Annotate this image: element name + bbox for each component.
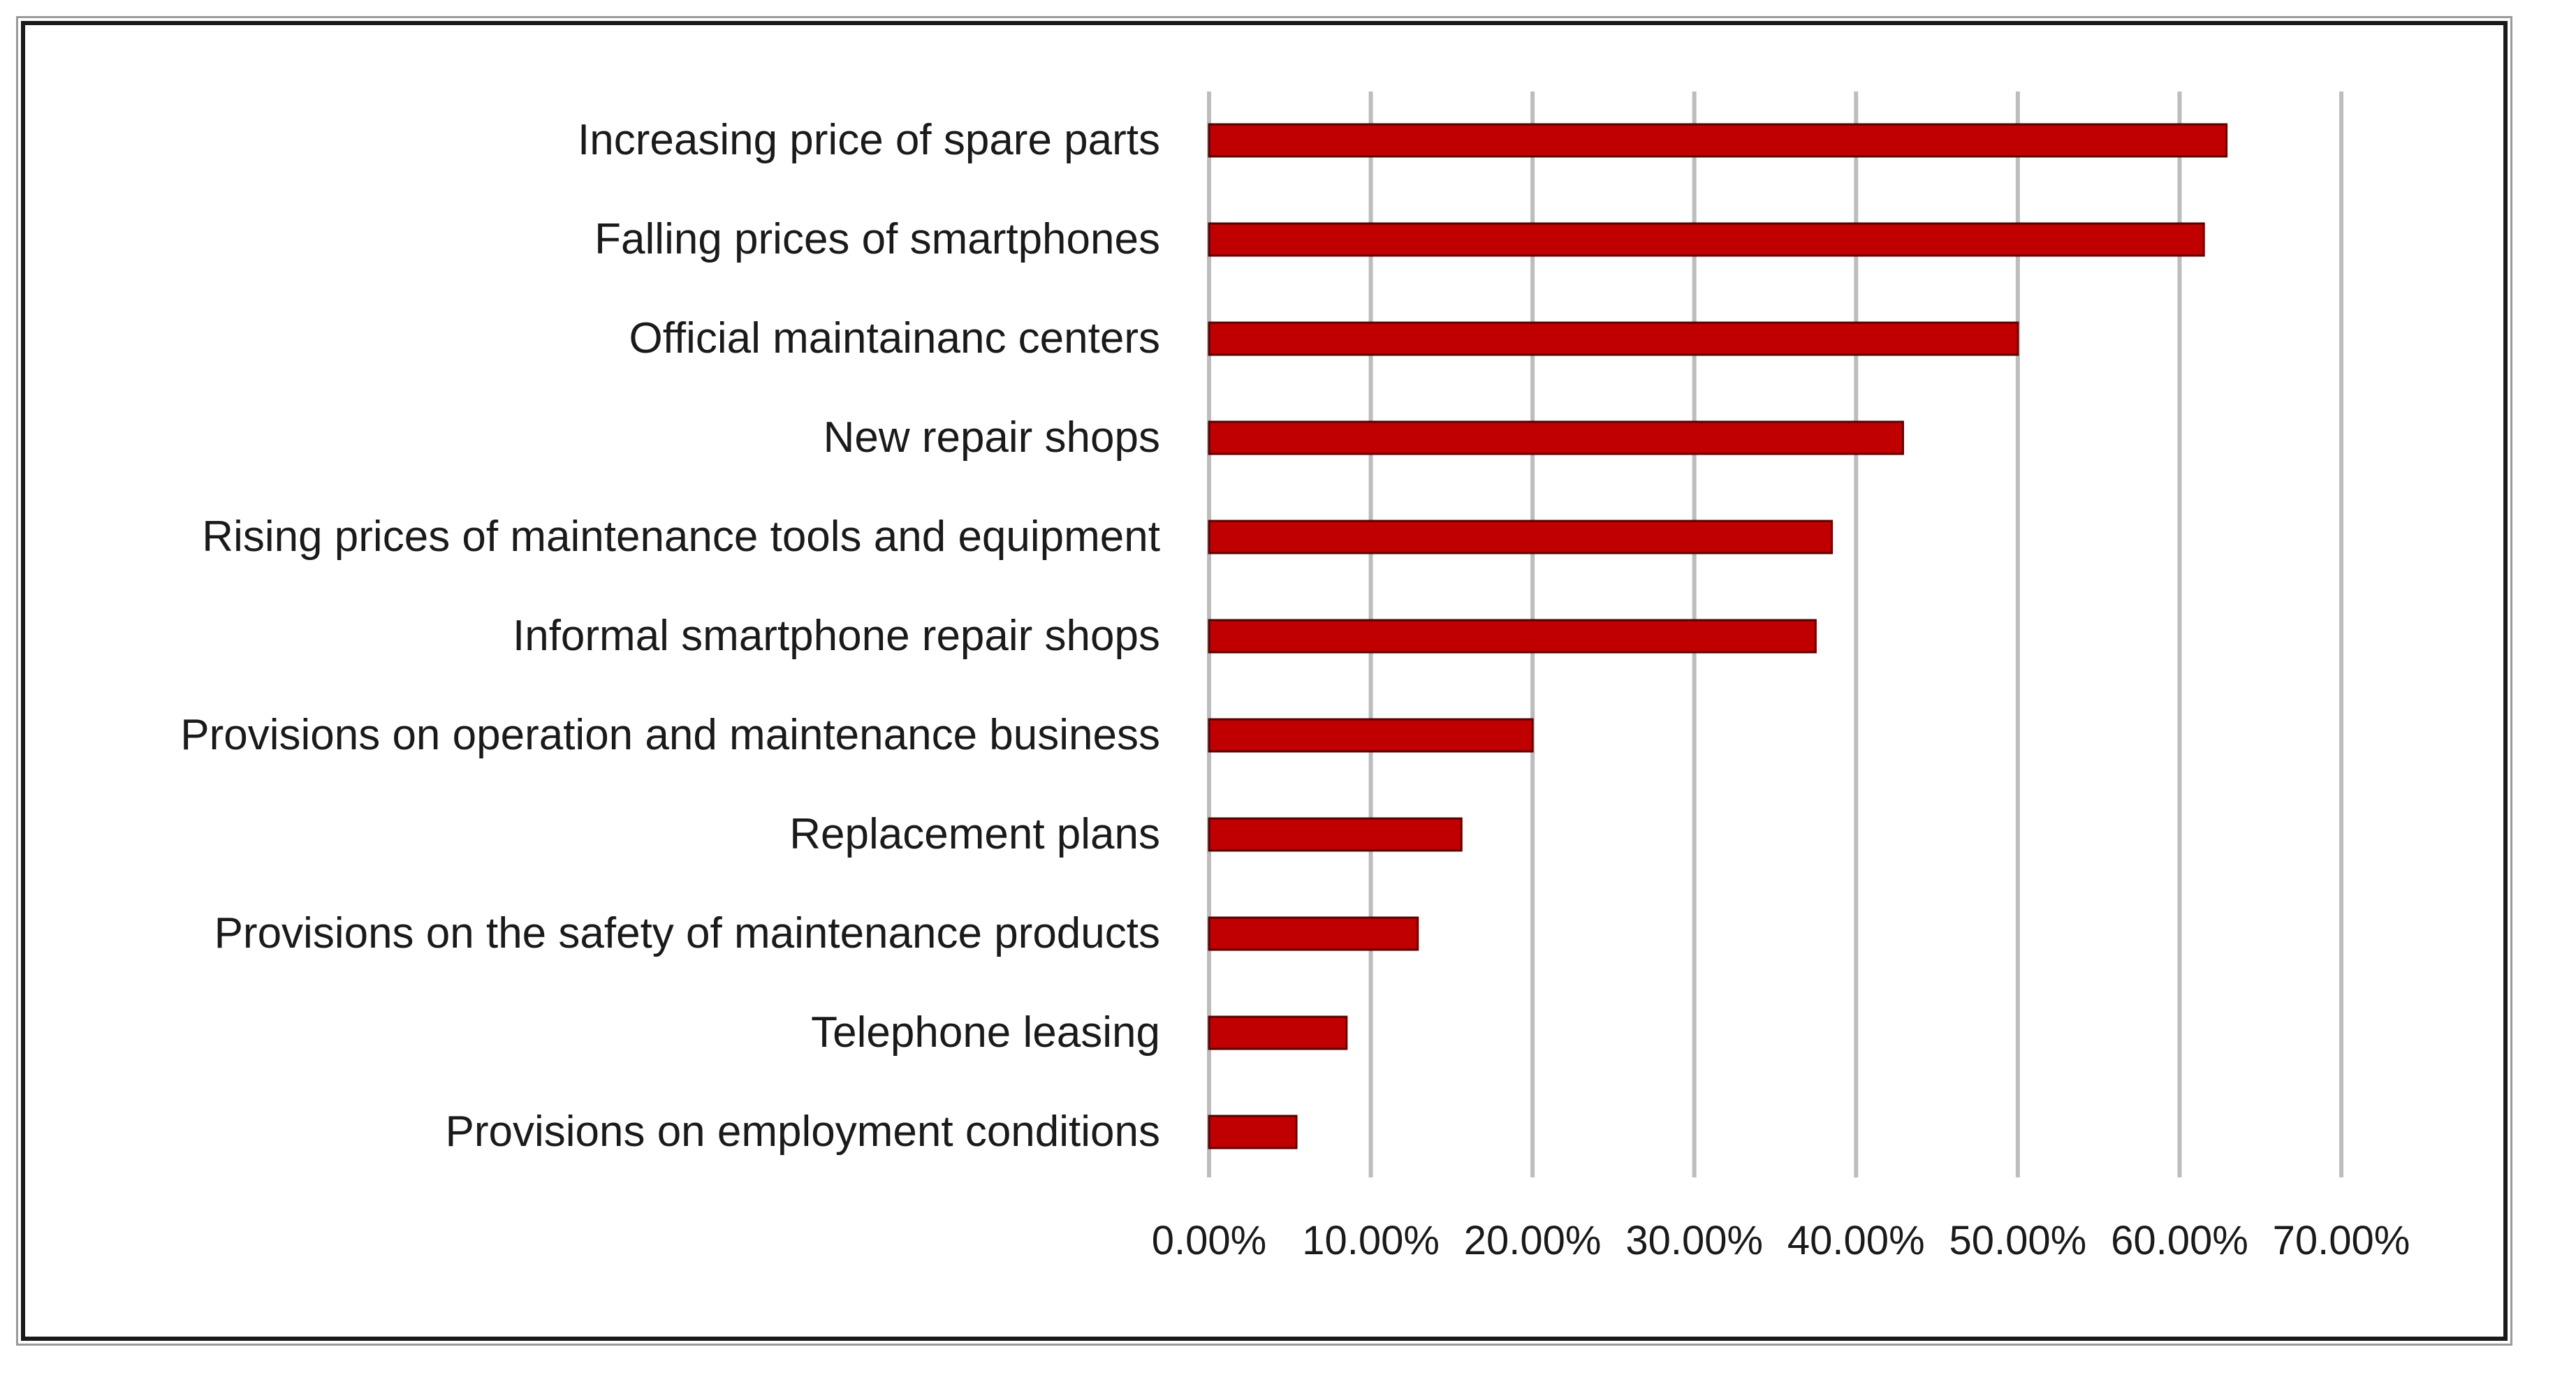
category-label: Rising prices of maintenance tools and e… bbox=[202, 513, 1160, 561]
bar bbox=[1208, 420, 1904, 455]
bar bbox=[1208, 1015, 1348, 1050]
bar bbox=[1208, 222, 2205, 257]
bars bbox=[1208, 123, 2228, 1149]
bar bbox=[1208, 916, 1419, 951]
bar bbox=[1208, 718, 1534, 753]
bar bbox=[1208, 321, 2019, 356]
category-label: Telephone leasing bbox=[811, 1008, 1160, 1057]
x-tick-label: 60.00% bbox=[2111, 1218, 2248, 1263]
x-tick-label: 40.00% bbox=[1787, 1218, 1925, 1263]
category-label: Falling prices of smartphones bbox=[594, 215, 1160, 263]
x-tick-label: 50.00% bbox=[1949, 1218, 2086, 1263]
category-label: Provisions on the safety of maintenance … bbox=[214, 909, 1160, 957]
bar bbox=[1208, 619, 1817, 654]
category-labels: Increasing price of spare parts Falling p… bbox=[180, 116, 1160, 1156]
category-label: Provisions on employment conditions bbox=[445, 1108, 1160, 1156]
bar bbox=[1208, 817, 1463, 852]
category-label: Replacement plans bbox=[789, 810, 1160, 858]
bar bbox=[1208, 520, 1834, 554]
x-tick-label: 20.00% bbox=[1464, 1218, 1602, 1263]
category-label: New repair shops bbox=[824, 413, 1160, 462]
category-label: Increasing price of spare parts bbox=[578, 116, 1160, 164]
category-label: Informal smartphone repair shops bbox=[513, 612, 1160, 660]
bar-chart: Increasing price of spare parts Falling p… bbox=[180, 91, 2410, 1263]
chart-frame: Increasing price of spare parts Falling p… bbox=[16, 16, 2512, 1346]
x-tick-label: 10.00% bbox=[1302, 1218, 1440, 1263]
category-label: Provisions on operation and maintenance … bbox=[180, 711, 1160, 759]
bar bbox=[1208, 123, 2228, 158]
x-tick-label: 30.00% bbox=[1625, 1218, 1763, 1263]
x-tick-label: 70.00% bbox=[2273, 1218, 2410, 1263]
bar bbox=[1208, 1115, 1298, 1149]
category-label: Official maintainanc centers bbox=[629, 314, 1160, 362]
x-axis-tick-labels: 0.00% 10.00% 20.00% 30.00% 40.00% 50.00% 60.00… bbox=[1152, 1218, 2410, 1263]
x-tick-label: 0.00% bbox=[1152, 1218, 1266, 1263]
